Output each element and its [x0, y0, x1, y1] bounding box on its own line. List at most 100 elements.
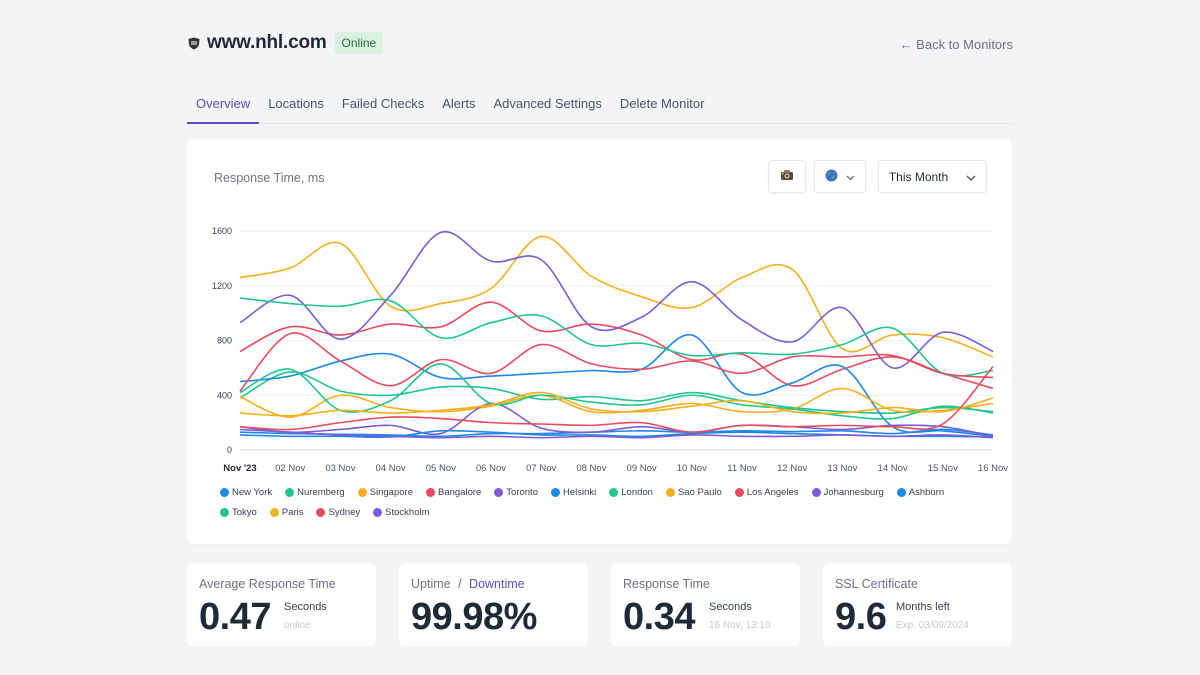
- stat-response-time: Response Time 0.34 Seconds 16 Nov, 13:10: [611, 563, 800, 646]
- snapshot-button[interactable]: [768, 160, 806, 193]
- tab-alerts[interactable]: Alerts: [442, 96, 476, 111]
- tab-advanced-settings[interactable]: Advanced Settings: [493, 96, 602, 111]
- series-line-sao-paulo: [239, 387, 994, 418]
- legend-item-stockholm[interactable]: Stockholm: [373, 507, 430, 518]
- legend-dot: [220, 488, 229, 497]
- page-header: www.nhl.com Online ← Back to Monitors: [187, 30, 1013, 60]
- legend-item-paris[interactable]: Paris: [269, 507, 304, 518]
- legend-label: London: [621, 487, 653, 498]
- legend-item-new-york[interactable]: New York: [220, 487, 272, 498]
- globe-icon: [825, 169, 838, 185]
- series-line-johannesburg: [239, 402, 994, 438]
- legend-item-tokyo[interactable]: Tokyo: [220, 507, 257, 518]
- stat-avg-response: Average Response Time 0.47 Seconds onlin…: [187, 563, 376, 646]
- legend-dot: [550, 488, 560, 497]
- stat-sub: Exp. 03/09/2024: [896, 620, 969, 631]
- chevron-down-icon: [846, 170, 855, 184]
- series-line-toronto: [239, 230, 994, 369]
- x-tick-label: 08 Nov: [576, 463, 606, 474]
- x-tick-label: 11 Nov: [727, 463, 757, 474]
- tab-overview[interactable]: Overview: [187, 86, 260, 124]
- legend-label: Tokyo: [232, 507, 257, 518]
- legend-label: Singapore: [369, 487, 413, 498]
- y-tick-label: 800: [217, 336, 232, 346]
- stat-sub: 16 Nov, 13:10: [709, 620, 771, 631]
- legend-label: Stockholm: [385, 507, 430, 518]
- legend-label: Paris: [281, 507, 304, 518]
- nhl-logo-icon: [187, 36, 201, 50]
- series-line-nuremberg: [239, 371, 994, 415]
- legend-label: Toronto: [506, 487, 538, 498]
- y-tick-label: 1200: [212, 281, 232, 291]
- legend-dot: [357, 488, 367, 497]
- series-line-paris: [239, 391, 994, 417]
- downtime-link[interactable]: Downtime: [469, 577, 525, 591]
- legend-item-ashburn[interactable]: Ashburn: [896, 487, 944, 498]
- tab-failed-checks[interactable]: Failed Checks: [341, 96, 425, 111]
- x-tick-label: 04 Nov: [376, 463, 406, 474]
- legend-item-london[interactable]: London: [609, 487, 653, 498]
- legend-item-toronto[interactable]: Toronto: [494, 487, 538, 498]
- chevron-down-icon: [966, 170, 976, 184]
- legend-item-los-angeles[interactable]: Los Angeles: [734, 487, 799, 498]
- camera-icon: [780, 169, 794, 184]
- tab-bar: Overview Locations Failed Checks Alerts …: [187, 86, 1013, 124]
- legend-dot: [896, 488, 906, 497]
- stat-value: 0.47: [199, 596, 271, 638]
- stat-unit: Seconds: [284, 601, 327, 613]
- stat-value: 0.34: [623, 596, 695, 638]
- legend-item-sydney[interactable]: Sydney: [316, 507, 360, 518]
- stat-unit: Seconds: [709, 601, 752, 613]
- response-time-chart: 0 400 800 1200 1600 Nov '23 02 Nov 03 Nov 04 Nov…: [212, 226, 1008, 474]
- legend-item-sao-paulo[interactable]: Sao Paulo: [665, 487, 722, 498]
- legend-dot: [285, 488, 295, 497]
- series-line-new-york: [239, 428, 994, 438]
- site-heading: www.nhl.com Online: [187, 32, 384, 54]
- stat-value: 99.98%: [411, 596, 537, 638]
- legend-dot: [494, 488, 504, 497]
- legend-item-singapore[interactable]: Singapore: [357, 487, 413, 498]
- legend-item-bangalore[interactable]: Bangalore: [425, 487, 482, 498]
- tab-locations[interactable]: Locations: [268, 96, 324, 111]
- chart-legend: New York Nuremberg Singapore Bangalore Toron…: [220, 487, 980, 518]
- legend-item-helsinki[interactable]: Helsinki: [550, 487, 596, 498]
- stat-value: 9.6: [835, 596, 887, 638]
- series-line-helsinki: [239, 334, 994, 438]
- series-line-london: [239, 297, 994, 377]
- separator: /: [458, 577, 462, 591]
- back-label: ← Back to Monitors: [899, 37, 1013, 52]
- chart-title: Response Time, ms: [214, 171, 325, 185]
- x-tick-label: 15 Nov: [928, 463, 958, 474]
- stat-unit: Months left: [896, 601, 950, 613]
- response-time-card: Response Time, ms This Month 0 400 800 1200…: [187, 139, 1012, 544]
- x-tick-label: 10 Nov: [677, 463, 707, 474]
- series-line-los-angeles: [239, 332, 994, 392]
- stat-label: SSL Certificate: [835, 577, 918, 591]
- x-tick-label: 12 Nov: [777, 463, 807, 474]
- stat-label: Average Response Time: [199, 577, 336, 591]
- x-tick-label: 02 Nov: [275, 463, 305, 474]
- legend-dot: [811, 488, 821, 497]
- tab-delete-monitor[interactable]: Delete Monitor: [619, 96, 705, 111]
- legend-label: Bangalore: [437, 487, 482, 498]
- x-tick-label: 16 Nov: [978, 463, 1008, 474]
- location-select[interactable]: [814, 160, 866, 193]
- legend-item-nuremberg[interactable]: Nuremberg: [285, 487, 345, 498]
- series-line-singapore: [239, 235, 994, 358]
- x-tick-label: 09 Nov: [627, 463, 657, 474]
- legend-dot: [734, 488, 744, 497]
- legend-dot: [269, 508, 279, 517]
- x-tick-label: 14 Nov: [878, 463, 908, 474]
- x-tick-label: 13 Nov: [827, 463, 857, 474]
- date-range-select[interactable]: This Month: [878, 160, 987, 193]
- stat-sub: online: [284, 620, 311, 631]
- back-to-monitors-link[interactable]: ← Back to Monitors: [900, 37, 1013, 52]
- legend-item-johannesburg[interactable]: Johannesburg: [811, 487, 884, 498]
- date-range-label: This Month: [888, 169, 949, 184]
- x-tick-label: 03 Nov: [325, 463, 355, 474]
- stat-uptime: Uptime / Downtime 99.98%: [399, 563, 588, 646]
- legend-dot: [609, 488, 619, 497]
- legend-dot: [373, 508, 383, 517]
- y-tick-label: 400: [217, 390, 232, 400]
- legend-dot: [220, 508, 229, 517]
